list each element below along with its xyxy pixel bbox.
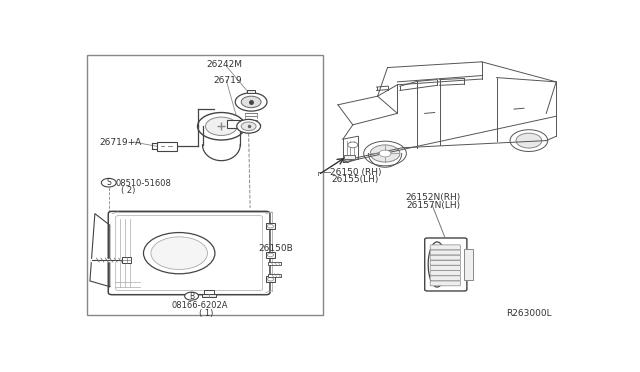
Circle shape <box>241 122 256 131</box>
Bar <box>122 257 131 263</box>
Text: 08166-6202A: 08166-6202A <box>172 301 228 310</box>
Text: 26719: 26719 <box>213 76 241 85</box>
Circle shape <box>151 237 207 269</box>
FancyBboxPatch shape <box>430 266 460 270</box>
FancyBboxPatch shape <box>430 271 460 276</box>
Bar <box>266 223 275 230</box>
Circle shape <box>101 179 116 187</box>
Bar <box>227 120 245 128</box>
Text: R263000L: R263000L <box>507 310 552 318</box>
Text: B: B <box>189 292 194 301</box>
Circle shape <box>268 253 273 257</box>
Text: 26150 (RH): 26150 (RH) <box>330 168 382 177</box>
Text: 26152N(RH): 26152N(RH) <box>405 193 460 202</box>
Circle shape <box>205 117 237 135</box>
Text: 26719+A: 26719+A <box>100 138 142 147</box>
Circle shape <box>185 292 198 300</box>
Bar <box>269 262 281 266</box>
Circle shape <box>516 133 542 148</box>
FancyBboxPatch shape <box>430 281 460 286</box>
Circle shape <box>510 130 548 151</box>
Bar <box>247 90 255 93</box>
Bar <box>88 55 323 315</box>
Circle shape <box>198 112 245 140</box>
Text: 26150B: 26150B <box>259 244 293 253</box>
Circle shape <box>268 225 273 228</box>
FancyBboxPatch shape <box>425 238 467 291</box>
Circle shape <box>370 145 400 162</box>
Text: ( 2): ( 2) <box>121 186 135 195</box>
FancyBboxPatch shape <box>430 260 460 265</box>
Text: ( 1): ( 1) <box>199 308 213 318</box>
Bar <box>266 276 275 282</box>
Bar <box>204 290 214 294</box>
Bar <box>465 250 474 279</box>
Bar <box>202 294 216 297</box>
Text: 26155(LH): 26155(LH) <box>332 175 379 184</box>
Circle shape <box>237 119 260 133</box>
Circle shape <box>241 96 261 108</box>
Bar <box>344 155 355 159</box>
Circle shape <box>364 141 406 166</box>
Circle shape <box>268 278 273 281</box>
FancyBboxPatch shape <box>430 276 460 280</box>
Circle shape <box>236 93 267 111</box>
Bar <box>269 273 281 277</box>
Text: 26157N(LH): 26157N(LH) <box>406 201 461 209</box>
Circle shape <box>143 232 215 274</box>
FancyBboxPatch shape <box>108 211 270 295</box>
Bar <box>266 252 275 258</box>
Circle shape <box>379 150 391 157</box>
FancyBboxPatch shape <box>430 250 460 255</box>
Circle shape <box>348 142 358 148</box>
Text: S: S <box>106 178 111 187</box>
Text: 26242M: 26242M <box>207 60 243 69</box>
Text: 08510-51608: 08510-51608 <box>116 179 172 188</box>
FancyBboxPatch shape <box>430 255 460 260</box>
Bar <box>157 142 177 151</box>
FancyBboxPatch shape <box>430 245 460 250</box>
